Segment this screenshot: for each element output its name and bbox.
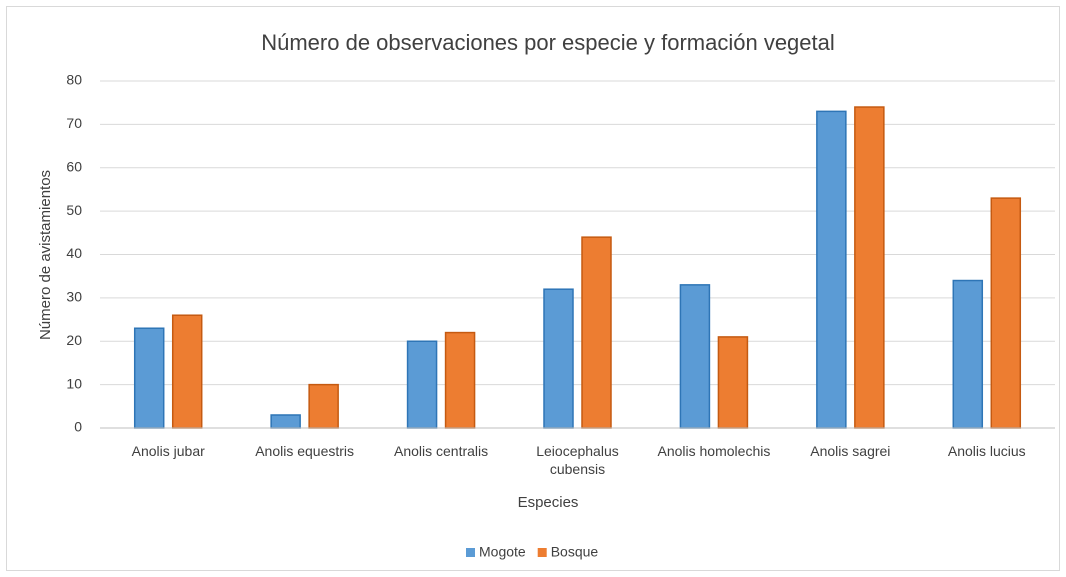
x-tick-label: Anolis equestris: [255, 443, 355, 459]
y-tick-label: 40: [66, 245, 82, 261]
bar: [543, 288, 574, 429]
bar: [990, 197, 1022, 429]
x-tick-label: Anolis homolechis: [657, 443, 771, 459]
y-tick-label: 10: [66, 375, 82, 391]
bar: [308, 383, 339, 429]
y-axis-title: Número de avistamientos: [37, 170, 54, 340]
x-tick-label: Anolis sagrei: [810, 443, 891, 459]
y-tick-label: 70: [66, 115, 82, 131]
bar: [952, 279, 984, 429]
bar: [581, 236, 612, 429]
y-tick-label: 20: [66, 332, 82, 348]
y-tick-label: 80: [66, 72, 82, 88]
bar: [854, 106, 885, 429]
bar: [679, 284, 711, 429]
chart-border: [6, 6, 1060, 571]
y-tick-label: 30: [66, 289, 82, 305]
bar: [444, 331, 476, 429]
x-axis-title: Especies: [518, 494, 579, 511]
y-tick-label: 0: [74, 419, 82, 435]
legend-label: Mogote: [479, 544, 526, 560]
bar: [717, 336, 749, 429]
legend-swatch: [537, 548, 547, 557]
x-tick-label: Leiocephalus cubensis: [536, 443, 619, 477]
y-tick-label: 60: [66, 158, 82, 174]
legend-swatch: [466, 548, 475, 557]
bar: [133, 327, 165, 429]
bar: [171, 314, 203, 429]
bar: [816, 110, 847, 429]
x-tick-label: Anolis lucius: [947, 443, 1026, 459]
y-tick-label: 50: [66, 202, 82, 218]
chart-title: Número de observaciones por especie y fo…: [261, 30, 835, 55]
x-tick-label: Anolis jubar: [131, 443, 205, 459]
x-tick-label: Anolis centralis: [393, 443, 489, 459]
bar: [406, 340, 438, 429]
legend-label: Bosque: [551, 544, 599, 560]
bar: [270, 414, 301, 429]
